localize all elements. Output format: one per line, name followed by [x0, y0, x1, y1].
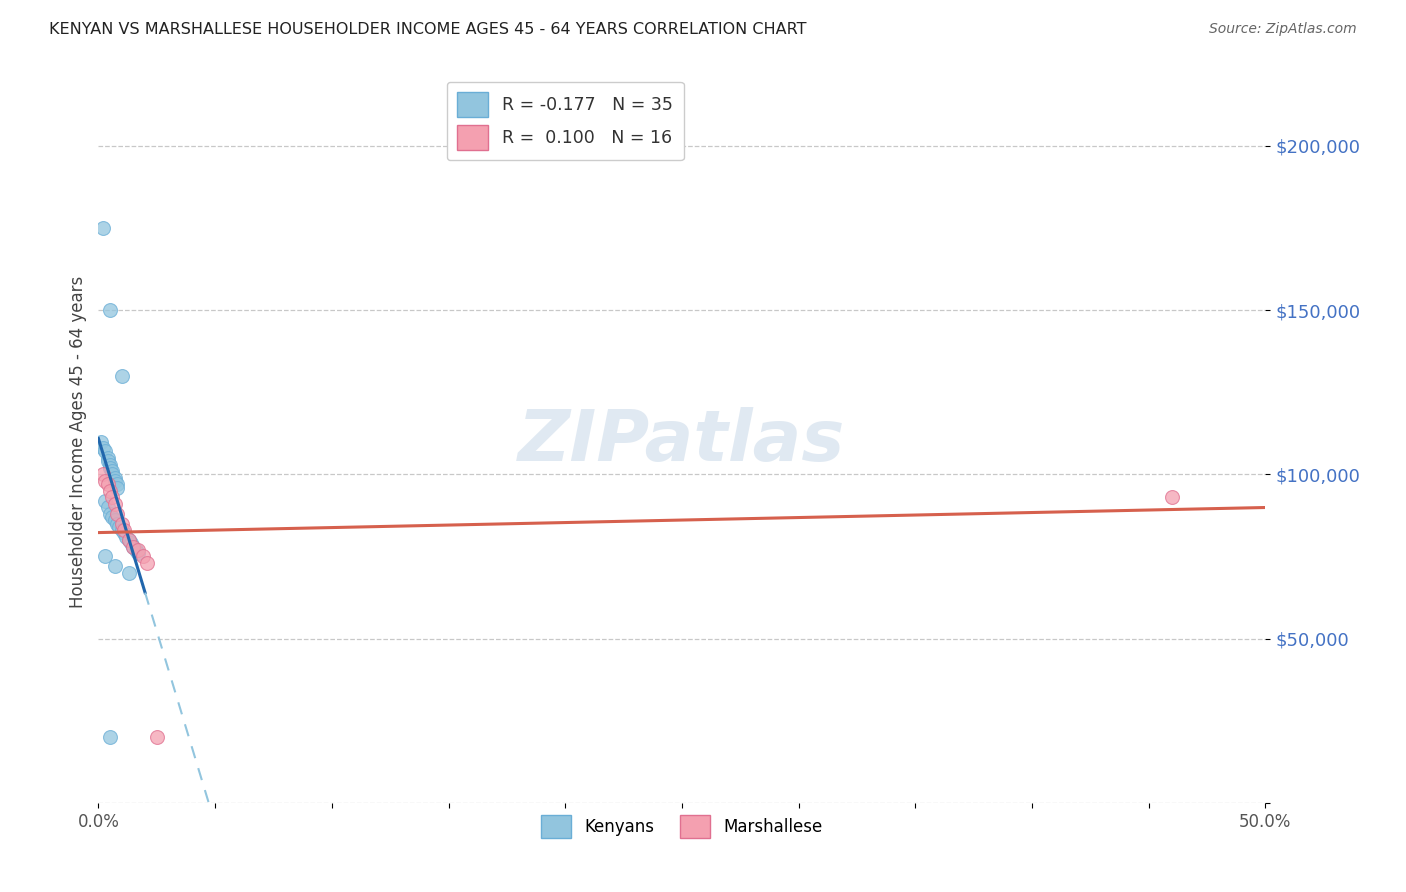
Point	[111, 368, 134, 383]
Point	[1161, 491, 1184, 505]
Point	[111, 516, 134, 531]
Point	[98, 730, 121, 744]
Point	[118, 566, 141, 580]
Point	[132, 549, 155, 564]
Point	[97, 477, 120, 491]
Y-axis label: Householder Income Ages 45 - 64 years: Householder Income Ages 45 - 64 years	[69, 276, 87, 607]
Point	[112, 526, 135, 541]
Point	[125, 542, 148, 557]
Point	[98, 458, 121, 472]
Point	[146, 730, 169, 744]
Point	[91, 467, 114, 482]
Point	[98, 460, 121, 475]
Point	[115, 530, 138, 544]
Point	[122, 540, 145, 554]
Point	[127, 542, 149, 557]
Point	[105, 481, 128, 495]
Point	[98, 303, 121, 318]
Point	[127, 546, 149, 560]
Point	[104, 497, 127, 511]
Point	[97, 500, 120, 515]
Point	[97, 454, 120, 468]
Point	[108, 520, 131, 534]
Point	[98, 483, 121, 498]
Point	[94, 549, 117, 564]
Point	[104, 513, 127, 527]
Point	[98, 507, 121, 521]
Point	[105, 477, 128, 491]
Text: Source: ZipAtlas.com: Source: ZipAtlas.com	[1209, 22, 1357, 37]
Text: KENYAN VS MARSHALLESE HOUSEHOLDER INCOME AGES 45 - 64 YEARS CORRELATION CHART: KENYAN VS MARSHALLESE HOUSEHOLDER INCOME…	[49, 22, 807, 37]
Point	[94, 493, 117, 508]
Point	[104, 471, 127, 485]
Point	[101, 491, 124, 505]
Point	[104, 474, 127, 488]
Point	[105, 516, 128, 531]
Point	[101, 467, 124, 482]
Point	[122, 540, 145, 554]
Point	[90, 434, 112, 449]
Point	[111, 523, 134, 537]
Point	[94, 444, 117, 458]
Point	[136, 556, 159, 570]
Point	[101, 510, 124, 524]
Point	[91, 441, 114, 455]
Point	[120, 536, 142, 550]
Point	[104, 559, 127, 574]
Point	[118, 533, 141, 547]
Legend: Kenyans, Marshallese: Kenyans, Marshallese	[534, 808, 830, 845]
Point	[112, 523, 135, 537]
Point	[101, 464, 124, 478]
Point	[105, 507, 128, 521]
Text: ZIPatlas: ZIPatlas	[519, 407, 845, 476]
Point	[91, 221, 114, 235]
Point	[94, 474, 117, 488]
Point	[97, 450, 120, 465]
Point	[118, 533, 141, 547]
